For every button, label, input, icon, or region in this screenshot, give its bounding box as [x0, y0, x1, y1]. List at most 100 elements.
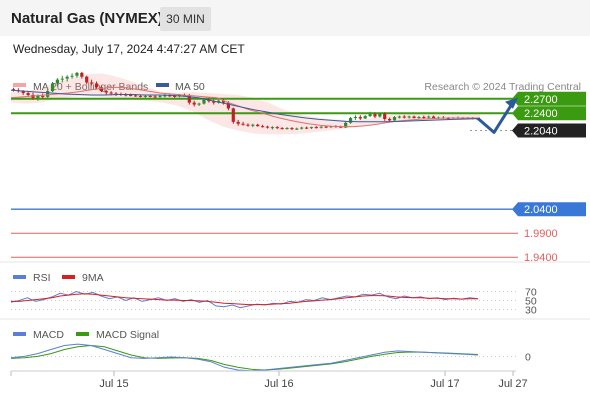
- candle-body: [378, 113, 382, 117]
- candle-body: [285, 128, 289, 130]
- legend-bollinger-label: MA 20 + Bollinger Bands: [33, 81, 148, 93]
- candle-body: [314, 127, 318, 129]
- candle-body: [50, 83, 55, 92]
- level-tag: [512, 202, 586, 217]
- candle-body: [36, 95, 40, 98]
- rsi-tick-label: 30: [525, 305, 537, 317]
- legend-9ma-label: 9MA: [82, 272, 104, 284]
- x-tick-label: Jul 17: [430, 378, 459, 390]
- candle-body: [129, 94, 133, 96]
- legend-macd-swatch: [13, 332, 26, 336]
- candle-body: [173, 95, 177, 97]
- macd-signal-line: [10, 344, 479, 371]
- candle-body: [392, 117, 397, 121]
- level-tag: [512, 123, 586, 138]
- rsi-tick-label: 50: [525, 296, 537, 308]
- candle-body: [251, 124, 255, 126]
- legend-macd-signal-swatch: [76, 332, 89, 336]
- legend-rsi-label: RSI: [33, 272, 51, 284]
- candle-body: [290, 128, 294, 130]
- legend-macd-signal-label: MACD Signal: [96, 329, 159, 341]
- timeframe-button[interactable]: 30 MIN: [160, 7, 211, 31]
- level-label: 2.2040: [524, 125, 558, 137]
- level-label: 2.0400: [524, 204, 558, 216]
- candle-body: [70, 75, 74, 77]
- candle-body: [304, 127, 309, 129]
- macd-line: [10, 343, 479, 372]
- candle-body: [148, 95, 152, 97]
- candle-body: [85, 76, 89, 83]
- candle-body: [143, 95, 147, 97]
- candle-body: [246, 124, 250, 126]
- candle-body: [363, 116, 367, 119]
- candle-body: [339, 126, 343, 128]
- candle-body: [187, 95, 191, 103]
- candle-body: [65, 76, 69, 79]
- candle-body: [275, 127, 279, 129]
- candle-body: [231, 108, 235, 122]
- candle-body: [104, 91, 108, 93]
- legend-bollinger-swatch: [13, 83, 26, 87]
- candle-body: [158, 95, 162, 97]
- candle-body: [46, 91, 50, 97]
- x-tick-label: Jul 16: [264, 378, 293, 390]
- legend-ma50-swatch: [156, 83, 169, 87]
- candle-body: [295, 128, 299, 130]
- x-tick-label: Jul 27: [498, 378, 527, 390]
- candle-body: [373, 114, 377, 117]
- candle-body: [94, 83, 99, 88]
- legend-9ma-swatch: [62, 275, 75, 279]
- candle-body: [163, 95, 167, 97]
- candle-body: [383, 113, 387, 119]
- candle-body: [422, 117, 426, 119]
- candle-body: [221, 100, 226, 103]
- bollinger-band: [11, 73, 480, 135]
- forecast-arrow-line: [477, 99, 516, 134]
- candle-body: [417, 117, 421, 119]
- candle-body: [99, 87, 103, 92]
- macd-tick-label: 0: [525, 351, 531, 363]
- candle-body: [55, 79, 60, 84]
- candle-body: [109, 92, 113, 94]
- candle-body: [319, 126, 323, 128]
- level-label: 1.9400: [524, 252, 558, 264]
- candle-body: [138, 95, 143, 97]
- candle-body: [133, 95, 138, 97]
- candle-body: [192, 102, 196, 105]
- level-label: 2.2700: [524, 94, 558, 106]
- instrument-title: Natural Gas (NYMEX): [11, 10, 163, 27]
- candle-body: [114, 93, 118, 95]
- watermark: Research © 2024 Trading Central: [424, 81, 581, 93]
- candle-body: [358, 117, 362, 119]
- candle-body: [412, 116, 416, 118]
- candle-body: [75, 72, 79, 76]
- candle-body: [256, 124, 260, 127]
- candle-body: [202, 99, 206, 104]
- level-tag: [512, 91, 586, 106]
- candle-body: [427, 116, 431, 118]
- datetime-label: Wednesday, July 17, 2024 4:47:27 AM CET: [13, 42, 245, 56]
- candle-body: [388, 118, 392, 121]
- candle-body: [324, 126, 328, 128]
- candle-body: [168, 95, 172, 97]
- level-label: 2.2400: [524, 108, 558, 120]
- header-bar: Natural Gas (NYMEX) 30 MIN: [0, 0, 590, 36]
- candle-body: [26, 93, 30, 95]
- legend-macd-label: MACD: [33, 329, 64, 341]
- candle-body: [197, 103, 201, 105]
- rsi-9ma-line: [11, 293, 478, 306]
- candle-body: [300, 127, 304, 129]
- candle-body: [344, 122, 348, 128]
- candle-body: [90, 82, 94, 84]
- legend-ma50-label: MA 50: [175, 81, 205, 93]
- candle-body: [21, 91, 25, 94]
- candle-body: [60, 78, 64, 80]
- candle-body: [407, 116, 411, 118]
- x-tick-label: Jul 15: [99, 378, 128, 390]
- candle-body: [236, 121, 240, 124]
- candle-body: [212, 101, 216, 103]
- level-label: 1.9900: [524, 228, 558, 240]
- candle-body: [41, 95, 45, 97]
- candle-body: [368, 114, 372, 117]
